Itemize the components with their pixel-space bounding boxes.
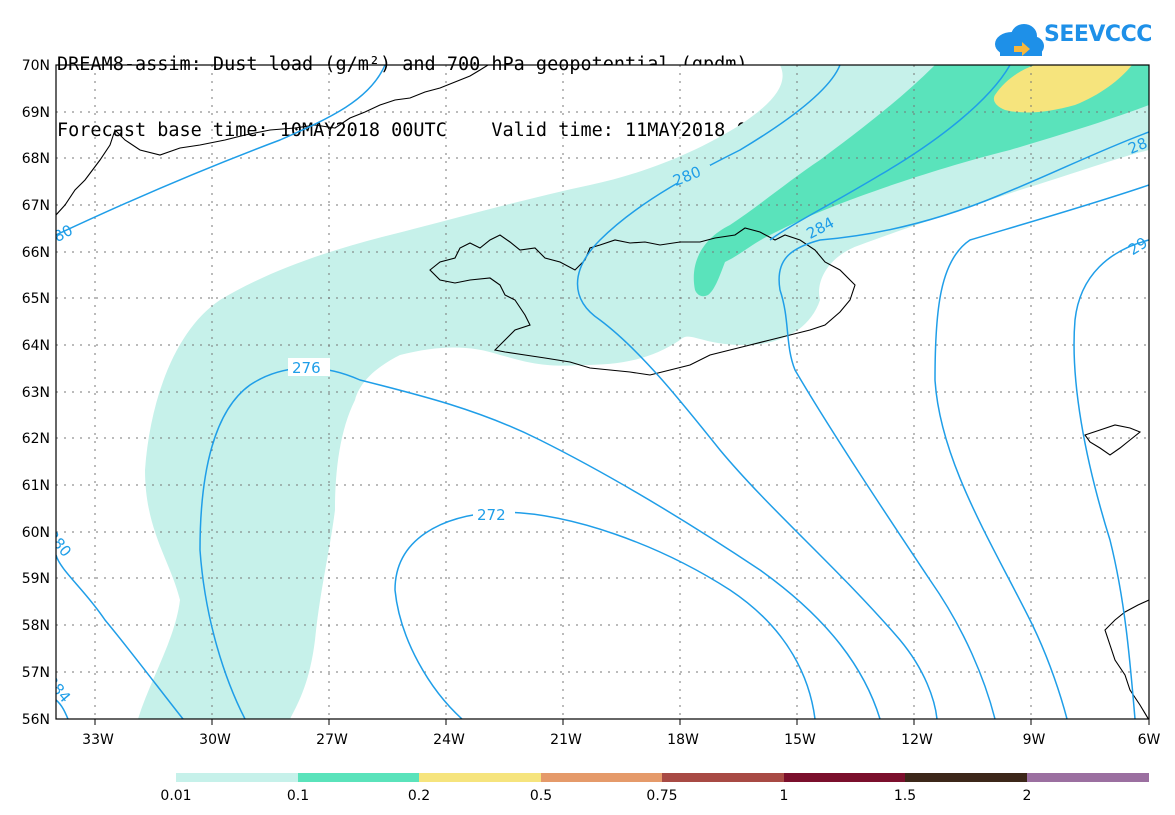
lon-label: 15W bbox=[784, 732, 816, 748]
contour-276 bbox=[56, 554, 184, 719]
lon-label: 18W bbox=[667, 732, 699, 748]
lon-label: 30W bbox=[199, 732, 231, 748]
colorbar-label: 0.1 bbox=[287, 788, 309, 804]
lat-label: 67N bbox=[22, 198, 50, 214]
contour-284b bbox=[769, 65, 1011, 241]
dust-region-white-cutout bbox=[590, 65, 780, 99]
lat-label: 56N bbox=[22, 712, 50, 728]
colorbar: 0.01 0.1 0.2 0.5 0.75 1 1.5 2 bbox=[160, 773, 1149, 804]
coastline-faroe bbox=[1084, 424, 1142, 456]
lat-label: 63N bbox=[22, 385, 50, 401]
contour-284c bbox=[56, 699, 69, 719]
contour-label-288-right: 28 bbox=[1126, 134, 1150, 158]
colorbar-label: 0.2 bbox=[408, 788, 430, 804]
lon-label: 27W bbox=[316, 732, 348, 748]
lon-label: 12W bbox=[901, 732, 933, 748]
colorbar-swatch bbox=[541, 773, 662, 782]
plot-frame bbox=[55, 64, 1150, 720]
contour-292 bbox=[1073, 239, 1149, 719]
contour-label-272: 272 bbox=[477, 506, 506, 524]
dust-region-mid bbox=[693, 65, 1149, 297]
lon-axis: 33W 30W 27W 24W 21W 18W 15W 12W 9W 6W bbox=[82, 719, 1161, 748]
colorbar-label: 1 bbox=[780, 788, 789, 804]
contour-288 bbox=[934, 184, 1149, 719]
lat-label: 60N bbox=[22, 525, 50, 541]
lon-label: 9W bbox=[1023, 732, 1046, 748]
lon-label: 21W bbox=[550, 732, 582, 748]
contour-272 bbox=[394, 511, 816, 719]
colorbar-swatch bbox=[784, 773, 905, 782]
contours bbox=[56, 65, 1149, 719]
dust-region-high bbox=[993, 65, 1132, 113]
lat-label: 65N bbox=[22, 291, 50, 307]
contour-280b bbox=[576, 65, 938, 719]
lon-label: 33W bbox=[82, 732, 114, 748]
colorbar-label: 1.5 bbox=[894, 788, 916, 804]
cloud-icon bbox=[995, 24, 1044, 56]
contour-label-292-right: 29 bbox=[1125, 234, 1151, 259]
colorbar-swatch bbox=[298, 773, 419, 782]
colorbar-swatch bbox=[176, 773, 298, 782]
contour-280 bbox=[56, 65, 386, 236]
colorbar-swatch bbox=[905, 773, 1027, 782]
logo-text: SEEVCCC bbox=[1044, 22, 1152, 47]
lat-label: 62N bbox=[22, 431, 50, 447]
colorbar-swatch bbox=[419, 773, 541, 782]
lat-label: 66N bbox=[22, 245, 50, 261]
lat-label: 57N bbox=[22, 665, 50, 681]
coastline-scandinavia bbox=[1104, 599, 1149, 719]
lon-label: 6W bbox=[1138, 732, 1161, 748]
colorbar-swatch bbox=[662, 773, 784, 782]
lat-axis: 70N 69N 68N 67N 66N 65N 64N 63N 62N 61N … bbox=[22, 58, 50, 728]
contour-284 bbox=[778, 131, 1149, 719]
lat-label: 61N bbox=[22, 478, 50, 494]
coastline-iceland bbox=[429, 227, 856, 376]
map-plot-area: 276 272 280 284 280 280 284 28 29 bbox=[56, 65, 1151, 719]
colorbar-label: 0.75 bbox=[646, 788, 677, 804]
lat-label: 59N bbox=[22, 571, 50, 587]
lat-label: 68N bbox=[22, 151, 50, 167]
contour-276b bbox=[199, 367, 881, 719]
lat-label: 64N bbox=[22, 338, 50, 354]
lat-label: 70N bbox=[22, 58, 50, 74]
lat-label: 58N bbox=[22, 618, 50, 634]
grid bbox=[56, 65, 1149, 719]
colorbar-label: 2 bbox=[1023, 788, 1032, 804]
contour-label-276: 276 bbox=[292, 359, 321, 377]
lon-label: 24W bbox=[433, 732, 465, 748]
lat-label: 69N bbox=[22, 105, 50, 121]
colorbar-swatch bbox=[1027, 773, 1149, 782]
colorbar-label: 0.5 bbox=[530, 788, 552, 804]
colorbar-label: 0.01 bbox=[160, 788, 191, 804]
coastline-greenland bbox=[56, 65, 489, 216]
